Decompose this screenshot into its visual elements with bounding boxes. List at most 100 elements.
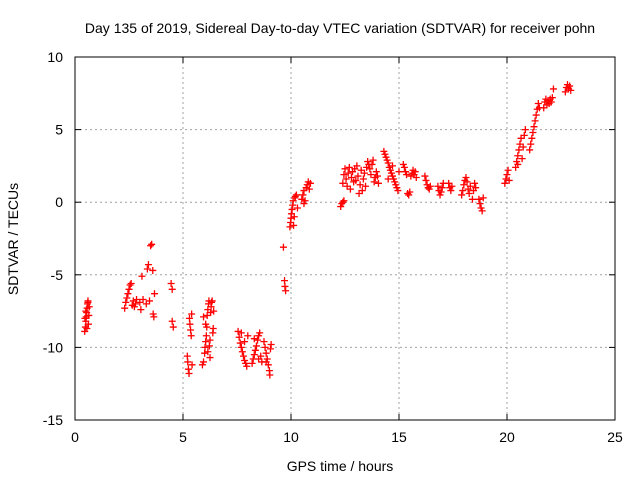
x-tick-label: 15 [391,429,407,445]
data-point [147,242,155,250]
data-point [167,280,175,288]
data-point [479,194,487,202]
data-point [262,349,270,357]
data-point [374,179,382,187]
data-point [566,82,574,90]
y-tick-label: -15 [43,412,63,428]
chart-title: Day 135 of 2019, Sidereal Day-to-day VTE… [85,20,595,36]
data-point [306,179,314,187]
data-point [403,171,411,179]
data-point [248,359,256,367]
data-point [206,336,214,344]
data-point [514,160,522,168]
data-point [237,329,245,337]
data-point [126,281,134,289]
data-points [81,81,575,379]
data-point [250,335,258,343]
data-point [244,332,252,340]
y-tick-labels: -15 -10 -5 0 5 10 [43,49,63,428]
data-point [528,134,536,142]
x-tick-label: 5 [179,429,187,445]
data-point [237,343,245,351]
data-point [472,184,480,192]
data-point [518,155,526,163]
data-point [447,187,455,195]
data-point [395,168,403,176]
data-point [208,297,216,305]
data-point [137,306,145,314]
data-point [267,340,275,348]
data-point [81,314,89,322]
data-point [202,320,210,328]
data-point [235,333,243,341]
data-point [256,329,264,337]
data-point [124,290,132,298]
x-tick-label: 20 [499,429,515,445]
data-point [290,221,298,229]
data-point [84,320,92,328]
data-point [282,287,290,295]
data-point [384,175,392,183]
data-point [146,297,154,305]
data-point [187,332,195,340]
data-point [504,166,512,174]
data-point [353,162,361,170]
data-point [84,298,92,306]
data-point [252,342,260,350]
data-point [368,160,376,168]
data-point [85,311,93,319]
plot-frame [74,56,616,421]
data-point [305,185,313,193]
data-point [367,171,375,179]
data-point [478,207,486,215]
data-point [83,325,91,333]
data-point [300,200,308,208]
data-point [526,146,534,154]
data-point [521,126,529,134]
data-point [534,99,542,107]
data-point [438,184,446,192]
data-point [85,303,93,311]
data-point [531,117,539,125]
data-point [299,191,307,199]
data-point [125,285,133,293]
data-point [138,272,146,280]
data-point [243,362,251,370]
data-point [185,370,193,378]
data-point [463,178,471,186]
data-point [458,191,466,199]
data-point [150,290,158,298]
data-point [356,181,364,189]
data-point [241,338,249,346]
data-point [344,169,352,177]
x-tick-labels: 0 5 10 15 20 25 [71,429,623,445]
data-point [292,191,300,199]
data-point [234,327,242,335]
data-point [352,176,360,184]
data-point [239,352,247,360]
data-point [400,163,408,171]
data-point [293,204,301,212]
data-point [238,348,246,356]
data-point [345,163,353,171]
data-point [503,171,511,179]
data-point [127,280,135,288]
data-point [515,146,523,154]
data-point [290,213,298,221]
data-point [471,179,479,187]
data-point [250,351,258,359]
data-point [505,176,513,184]
data-point [200,358,208,366]
data-point [406,188,414,196]
data-point [122,298,130,306]
data-point [254,336,262,344]
x-tick-label: 0 [71,429,79,445]
data-point [412,174,420,182]
data-point [411,168,419,176]
data-point [373,172,381,180]
y-axis-title: SDTVAR / TECUs [5,183,21,295]
data-point [169,323,177,331]
data-point [549,85,557,93]
data-point [354,172,362,180]
data-point [144,261,152,269]
